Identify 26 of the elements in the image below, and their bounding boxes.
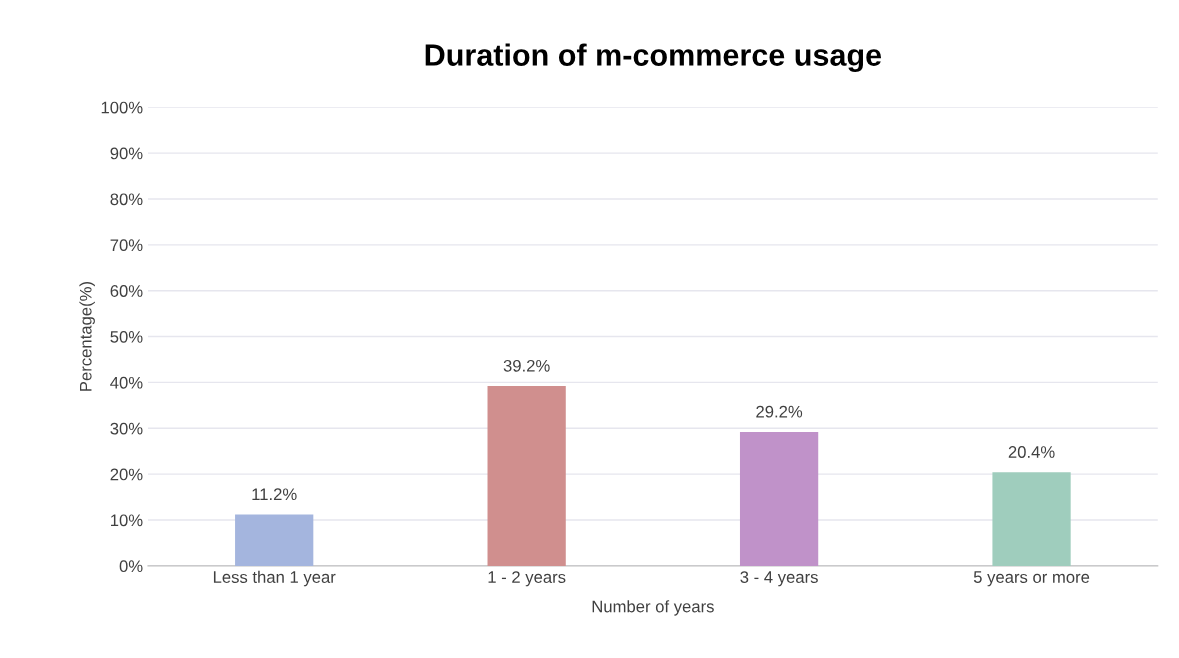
- bar: [487, 386, 566, 566]
- x-tick-label: 5 years or more: [973, 571, 1090, 587]
- bar: [992, 472, 1071, 566]
- y-tick-label: 50%: [110, 330, 143, 343]
- y-tick-label: 0%: [119, 560, 143, 573]
- y-tick-label: 100%: [101, 101, 143, 114]
- x-axis-title: Number of years: [592, 600, 714, 616]
- x-tick-label: 3 - 4 years: [740, 571, 818, 587]
- data-label: 29.2%: [756, 405, 803, 418]
- y-tick-label: 70%: [110, 239, 143, 252]
- y-tick-label: 90%: [110, 147, 143, 160]
- bar: [739, 431, 819, 566]
- data-label: 20.4%: [1008, 446, 1055, 458]
- data-label: 11.2%: [252, 488, 297, 501]
- chart-title: Duration of m-commerce usage: [425, 43, 882, 73]
- y-tick-label: 10%: [111, 514, 143, 527]
- bar: [235, 514, 314, 566]
- y-axis-title: Percentage(%): [79, 282, 95, 391]
- y-tick-label: 30%: [110, 422, 143, 435]
- y-tick-label: 80%: [110, 193, 143, 206]
- y-tick-label: 40%: [110, 376, 143, 389]
- y-tick-label: 20%: [110, 468, 143, 481]
- x-tick-label: Less than 1 year: [213, 570, 336, 587]
- y-tick-label: 60%: [110, 285, 143, 297]
- x-tick-label: 1 - 2 years: [488, 571, 566, 587]
- data-label: 39.2%: [503, 359, 550, 372]
